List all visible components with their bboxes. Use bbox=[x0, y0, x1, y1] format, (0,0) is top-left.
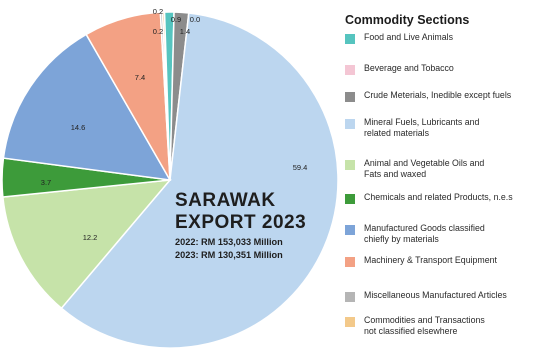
legend-swatch-3 bbox=[345, 119, 355, 129]
legend-swatch-4 bbox=[345, 160, 355, 170]
slice-labels: 0.2 0.9 0.01.4 59.4 12.2 3.7 14.6 7.4 0.2 bbox=[41, 7, 308, 242]
legend-item-1: Beverage and Tobacco bbox=[345, 63, 554, 75]
slice-label-5: 12.2 bbox=[83, 233, 98, 242]
legend-swatch-0 bbox=[345, 34, 355, 44]
slice-label-0: 0.2 bbox=[153, 7, 163, 16]
slice-label-2: 0.0 bbox=[190, 15, 200, 24]
legend-label-1: Beverage and Tobacco bbox=[364, 63, 454, 73]
pie-chart: 0.2 0.9 0.0 1.4 59.4 12.2 3.7 14.6 7.4 0.2 SARAWA… bbox=[1, 7, 339, 349]
center-sub-2022: 2022: RM 153,033 Million bbox=[175, 237, 283, 247]
legend-swatch-7 bbox=[345, 257, 355, 267]
center-text: SARAWAK EXPORT 2023 2022: RM 153,033 Mil… bbox=[175, 190, 306, 260]
slice-label-9: 0.2 bbox=[153, 27, 163, 36]
legend-label-8: Miscellaneous Manufactured Articles bbox=[364, 290, 507, 300]
slice-label-6: 3.7 bbox=[41, 178, 51, 187]
slice-label-4: 59.4 bbox=[293, 163, 308, 172]
legend-title: Commodity Sections bbox=[345, 13, 470, 27]
legend-item-8: Miscellaneous Manufactured Articles bbox=[345, 290, 554, 302]
legend-swatch-6 bbox=[345, 225, 355, 235]
legend-item-7: Machinery & Transport Equipment bbox=[345, 255, 554, 267]
slice-label-3: 1.4 bbox=[180, 27, 190, 36]
pie-slice-5 bbox=[2, 179, 172, 310]
legend-swatch-9 bbox=[345, 317, 355, 327]
legend-label-5: Chemicals and related Products, n.e.s bbox=[364, 192, 513, 202]
legend-item-4: Animal and Vegetable Oils and Fats and w… bbox=[345, 158, 554, 180]
legend-item-9: Commodities and Transactions not classif… bbox=[345, 315, 554, 337]
legend-label-3: Mineral Fuels, Lubricants and related ma… bbox=[364, 117, 480, 138]
legend-item-5: Chemicals and related Products, n.e.s bbox=[345, 192, 554, 204]
legend-label-0: Food and Live Animals bbox=[364, 32, 453, 42]
legend-item-0: Food and Live Animals bbox=[345, 32, 554, 44]
pie-slice-4 bbox=[60, 12, 339, 349]
legend-label-4: Animal and Vegetable Oils and Fats and w… bbox=[364, 158, 485, 179]
pie-slices bbox=[1, 11, 339, 349]
legend-swatch-2 bbox=[345, 92, 355, 102]
legend-label-6: Manufactured Goods classified chiefly by… bbox=[364, 223, 485, 244]
slice-label-8: 7.4 bbox=[135, 73, 145, 82]
legend-item-6: Manufactured Goods classified chiefly by… bbox=[345, 223, 554, 245]
legend-item-3: Mineral Fuels, Lubricants and related ma… bbox=[345, 117, 554, 139]
pie-slice-7 bbox=[2, 33, 172, 181]
legend-label-9: Commodities and Transactions not classif… bbox=[364, 315, 485, 336]
pie-slice-9 bbox=[159, 11, 171, 181]
pie-svg: 0.2 0.9 0.01.4 59.4 12.2 3.7 14.6 7.4 0.2 SARAWA… bbox=[1, 7, 339, 349]
legend-item-2: Crude Meterials, Inedible except fuels bbox=[345, 90, 554, 102]
slice-label-7: 14.6 bbox=[71, 123, 86, 132]
legend-label-7: Machinery & Transport Equipment bbox=[364, 255, 497, 265]
center-title-line-1: SARAWAK bbox=[175, 190, 276, 211]
center-sub-2023: 2023: RM 130,351 Million bbox=[175, 250, 283, 260]
legend-label-2: Crude Meterials, Inedible except fuels bbox=[364, 90, 512, 100]
legend-swatch-1 bbox=[345, 65, 355, 75]
legend-swatch-5 bbox=[345, 194, 355, 204]
legend-swatch-8 bbox=[345, 292, 355, 302]
center-title-line-2: EXPORT 2023 bbox=[175, 212, 306, 233]
legend: Commodity Sections Food and Live Animals… bbox=[345, 10, 554, 336]
slice-label-1: 0.9 bbox=[171, 15, 181, 24]
